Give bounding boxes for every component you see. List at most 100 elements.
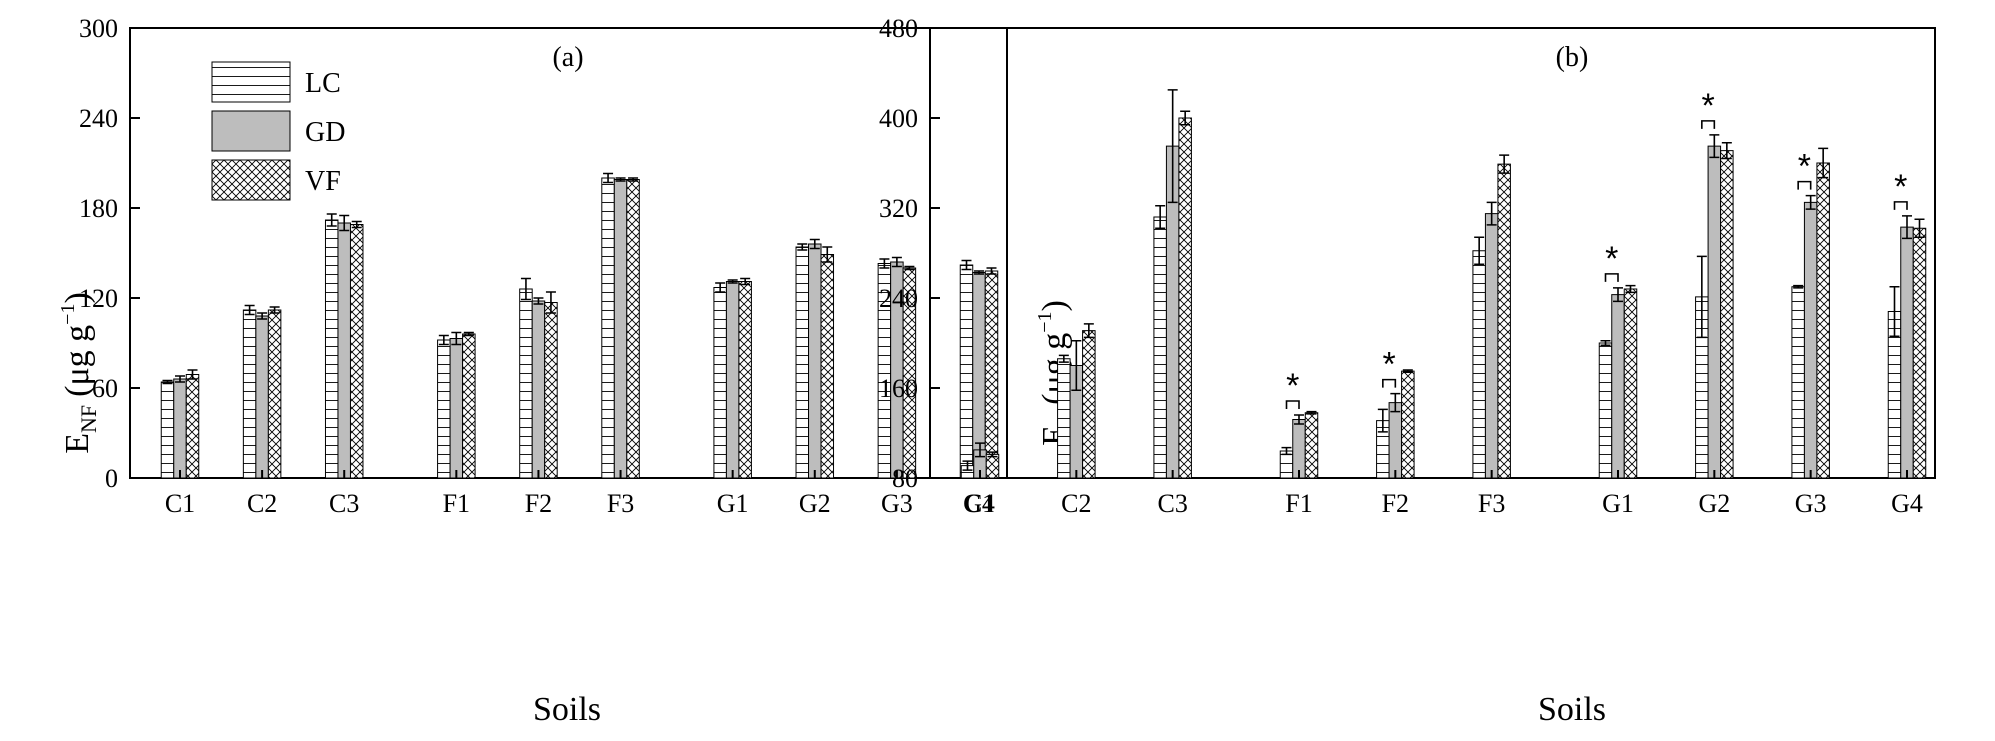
significance-marker: * — [1798, 148, 1811, 186]
error-bar — [904, 265, 915, 271]
error-bar — [1281, 446, 1292, 456]
error-bar — [891, 256, 902, 268]
error-bar — [1805, 194, 1816, 210]
bar-vf-f3 — [626, 179, 640, 479]
bar-vf-g3 — [1816, 162, 1830, 479]
legend-label-vf: VF — [305, 166, 341, 197]
error-bar — [326, 213, 337, 227]
error-bar — [1294, 414, 1304, 425]
y-tick-label: 0 — [105, 464, 118, 493]
x-tick-label: G3 — [881, 489, 913, 518]
bar-vf-c2 — [1082, 330, 1096, 479]
error-bar — [975, 442, 985, 458]
panel-label-b: (b) — [1556, 42, 1589, 73]
x-tick-label: C2 — [1061, 489, 1091, 518]
error-bar — [339, 214, 350, 232]
error-bar — [797, 243, 808, 251]
error-bar — [740, 277, 751, 286]
x-tick-label: G1 — [1602, 489, 1634, 518]
error-bar — [244, 304, 255, 316]
chart-panel-b: (b) EF(μg g−1) Soils 80160240320400480C1… — [879, 14, 1936, 728]
error-bar — [603, 172, 614, 184]
error-bar — [715, 282, 726, 293]
error-bar — [986, 267, 997, 275]
bar-vf-f1 — [462, 333, 476, 479]
x-tick-label: F2 — [525, 489, 552, 518]
y-axis-title-close: ) — [59, 292, 96, 303]
error-bar — [533, 297, 544, 305]
x-tick-label: F3 — [607, 489, 634, 518]
bar-vf-g1 — [738, 281, 752, 479]
y-tick-label: 400 — [879, 104, 918, 133]
panel-label-a: (a) — [552, 42, 583, 73]
error-bar — [175, 375, 185, 383]
bar-lc-c2 — [242, 309, 257, 479]
x-tick-label: G2 — [799, 489, 831, 518]
error-bar — [520, 277, 531, 301]
bar-lc-f3 — [1472, 250, 1486, 479]
x-axis-title-b: Soils — [1538, 691, 1606, 728]
error-bar — [1377, 408, 1388, 433]
error-bar — [1696, 255, 1707, 339]
error-bar — [1793, 284, 1804, 289]
bar-gd-g1 — [725, 281, 740, 479]
error-bar — [1902, 215, 1912, 240]
error-bar — [727, 279, 738, 284]
error-bar — [962, 460, 973, 471]
bar-vf-c3 — [1178, 117, 1192, 479]
y-tick-label: 300 — [79, 14, 118, 43]
significance-marker: * — [1701, 87, 1714, 125]
x-tick-label: F1 — [443, 489, 470, 518]
legend-swatch-lc — [211, 61, 291, 103]
error-bar — [822, 246, 833, 263]
y-tick-label: 60 — [92, 374, 118, 403]
bar-lc-f2 — [519, 288, 533, 479]
x-tick-label: C3 — [329, 489, 359, 518]
x-tick-label: F3 — [1478, 489, 1505, 518]
bar-vf-f3 — [1497, 163, 1511, 479]
error-bar — [1167, 89, 1178, 204]
bar-gd-g3 — [1803, 201, 1818, 479]
error-bar — [162, 379, 173, 385]
bar-vf-c1 — [185, 374, 200, 479]
x-tick-label: C2 — [247, 489, 277, 518]
x-tick-label: G4 — [963, 489, 995, 518]
error-bar — [1071, 339, 1082, 392]
bar-gd-g4 — [972, 272, 986, 479]
y-axis-title-sup: −1 — [57, 304, 79, 325]
y-tick-label: 240 — [879, 284, 918, 313]
bar-lc-c2 — [1057, 358, 1071, 479]
bar-lc-c1 — [160, 381, 175, 479]
error-bar — [1180, 110, 1191, 126]
y-tick-label: 80 — [892, 464, 918, 493]
bar-gd-c3 — [337, 222, 351, 479]
bar-lc-g4 — [959, 264, 974, 479]
error-bar — [1083, 323, 1094, 339]
bar-vf-f1 — [1304, 412, 1319, 479]
x-tick-label: F1 — [1285, 489, 1312, 518]
y-tick-label: 320 — [879, 194, 918, 223]
error-bar — [1155, 204, 1166, 230]
y-axis-title-close: ) — [1036, 300, 1073, 311]
error-bar — [1058, 354, 1069, 363]
error-bar — [1613, 287, 1623, 303]
error-bar — [1402, 369, 1413, 374]
error-bar — [809, 238, 820, 250]
x-tick-label: C1 — [965, 489, 995, 518]
y-axis-title-sub: NF — [76, 405, 101, 433]
significance-bracket — [1604, 273, 1619, 282]
significance-marker: * — [1382, 346, 1395, 384]
bar-lc-g1 — [1598, 342, 1613, 479]
legend-swatch-vf — [211, 159, 291, 201]
bar-vf-g4 — [1912, 227, 1927, 479]
x-tick-label: C3 — [1157, 489, 1187, 518]
error-bar — [1486, 201, 1497, 226]
y-tick-label: 240 — [79, 104, 118, 133]
bar-vf-f2 — [1401, 370, 1415, 479]
bar-gd-f1 — [1292, 419, 1306, 479]
plot-frame — [929, 27, 1936, 479]
x-tick-label: C1 — [165, 489, 195, 518]
significance-marker: * — [1605, 240, 1618, 278]
error-bar — [961, 259, 972, 271]
x-tick-label: G3 — [1795, 489, 1827, 518]
